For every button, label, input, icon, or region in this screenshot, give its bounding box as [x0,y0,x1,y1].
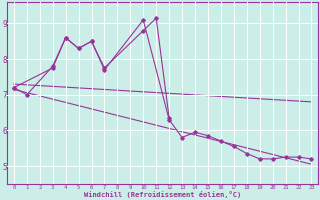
X-axis label: Windchill (Refroidissement éolien,°C): Windchill (Refroidissement éolien,°C) [84,191,241,198]
